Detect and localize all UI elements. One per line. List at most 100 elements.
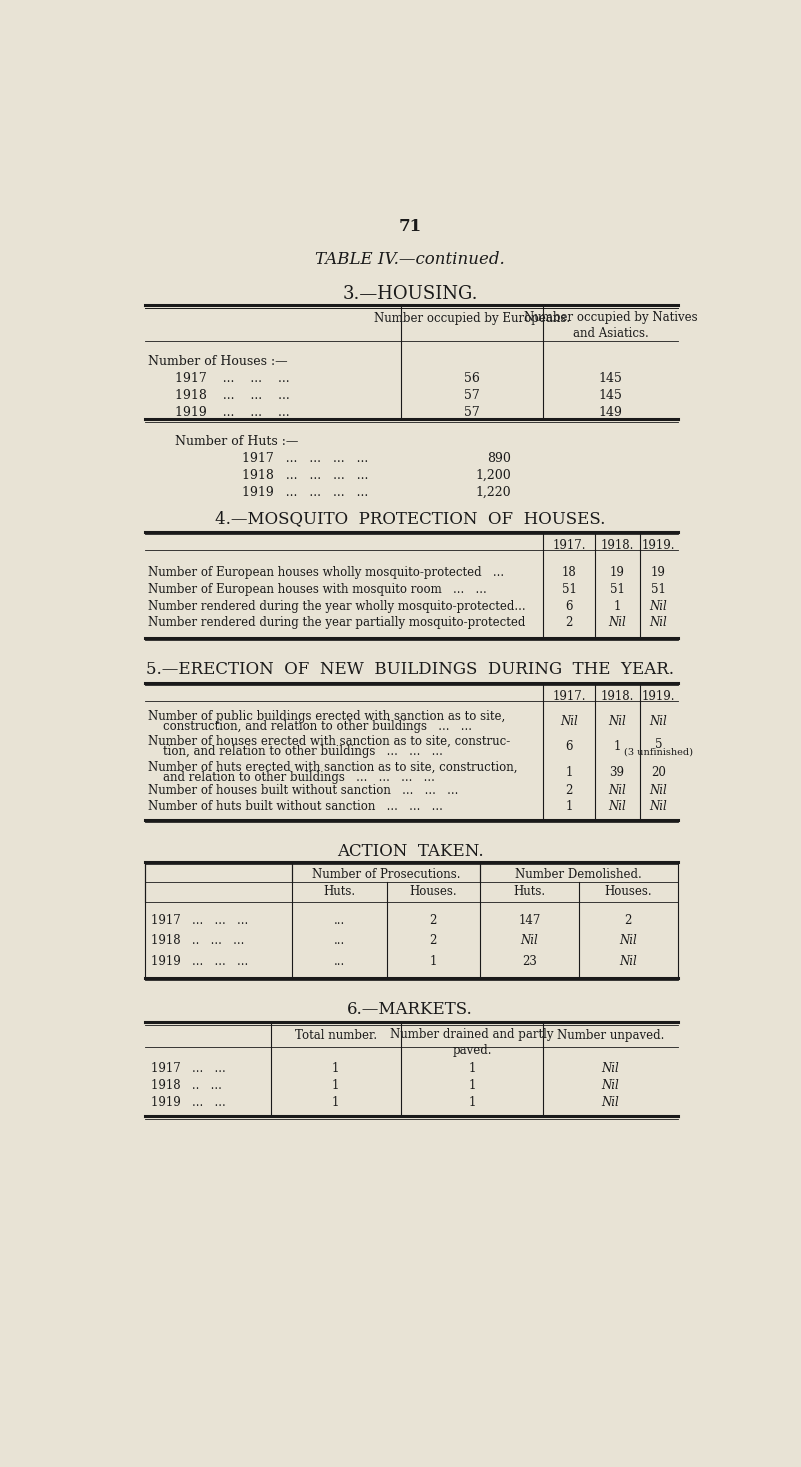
Text: 1917.: 1917. — [552, 538, 586, 552]
Text: Nil: Nil — [608, 616, 626, 629]
Text: 51: 51 — [651, 582, 666, 596]
Text: ...: ... — [334, 955, 345, 968]
Text: ACTION  TAKEN.: ACTION TAKEN. — [336, 844, 484, 860]
Text: 19: 19 — [651, 566, 666, 578]
Text: Number of Prosecutions.: Number of Prosecutions. — [312, 868, 461, 882]
Text: 1: 1 — [566, 766, 573, 779]
Text: Nil: Nil — [560, 714, 578, 728]
Text: 19: 19 — [610, 566, 625, 578]
Text: 18: 18 — [562, 566, 577, 578]
Text: Number of houses built without sanction   ...   ...   ...: Number of houses built without sanction … — [148, 785, 458, 798]
Text: 5: 5 — [654, 738, 662, 751]
Text: 56: 56 — [465, 371, 480, 384]
Text: 1919    ...    ...    ...: 1919 ... ... ... — [175, 405, 289, 418]
Text: Nil: Nil — [650, 600, 667, 613]
Text: Nil: Nil — [608, 785, 626, 798]
Text: 1918    ...    ...    ...: 1918 ... ... ... — [175, 389, 289, 402]
Text: Nil: Nil — [650, 616, 667, 629]
Text: 2: 2 — [566, 616, 573, 629]
Text: 5.—ERECTION  OF  NEW  BUILDINGS  DURING  THE  YEAR.: 5.—ERECTION OF NEW BUILDINGS DURING THE … — [146, 662, 674, 678]
Text: 1918   ..   ...   ...: 1918 .. ... ... — [151, 934, 244, 948]
Text: 6: 6 — [566, 600, 573, 613]
Text: and relation to other buildings   ...   ...   ...   ...: and relation to other buildings ... ... … — [148, 772, 435, 785]
Text: Number of European houses wholly mosquito-protected   ...: Number of European houses wholly mosquit… — [148, 566, 505, 578]
Text: Number rendered during the year partially mosquito-protected: Number rendered during the year partiall… — [148, 616, 525, 629]
Text: 1919   ...   ...   ...   ...: 1919 ... ... ... ... — [242, 486, 368, 499]
Text: 1: 1 — [332, 1096, 340, 1109]
Text: 51: 51 — [562, 582, 577, 596]
Text: 1: 1 — [332, 1062, 340, 1075]
Text: TABLE IV.—continued.: TABLE IV.—continued. — [316, 251, 505, 268]
Text: Nil: Nil — [619, 934, 637, 948]
Text: Number of huts erected with sanction as to site, construction,: Number of huts erected with sanction as … — [148, 761, 517, 775]
Text: 1: 1 — [469, 1062, 476, 1075]
Text: Number of huts built without sanction   ...   ...   ...: Number of huts built without sanction ..… — [148, 800, 443, 813]
Text: tion, and relation to other buildings   ...   ...   ...: tion, and relation to other buildings ..… — [148, 745, 443, 758]
Text: 3.—HOUSING.: 3.—HOUSING. — [342, 286, 478, 304]
Text: Huts.: Huts. — [513, 885, 545, 898]
Text: construction, and relation to other buildings   ...   ...: construction, and relation to other buil… — [148, 720, 472, 734]
Text: 1918.: 1918. — [601, 538, 634, 552]
Text: 1918.: 1918. — [601, 689, 634, 703]
Text: Nil: Nil — [602, 1096, 619, 1109]
Text: Nil: Nil — [602, 1080, 619, 1093]
Text: (3 unfinished): (3 unfinished) — [624, 747, 693, 757]
Text: 57: 57 — [465, 405, 480, 418]
Text: 71: 71 — [399, 219, 421, 235]
Text: 1: 1 — [469, 1080, 476, 1093]
Text: 147: 147 — [518, 914, 541, 927]
Text: Nil: Nil — [608, 714, 626, 728]
Text: 1,200: 1,200 — [475, 468, 511, 481]
Text: Houses.: Houses. — [605, 885, 652, 898]
Text: 1,220: 1,220 — [475, 486, 511, 499]
Text: Nil: Nil — [602, 1062, 619, 1075]
Text: Nil: Nil — [608, 800, 626, 813]
Text: 6: 6 — [566, 739, 573, 753]
Text: 1919.: 1919. — [642, 689, 675, 703]
Text: Number occupied by Natives
and Asiatics.: Number occupied by Natives and Asiatics. — [524, 311, 698, 340]
Text: 23: 23 — [522, 955, 537, 968]
Text: Number Demolished.: Number Demolished. — [515, 868, 642, 882]
Text: 1: 1 — [614, 739, 621, 753]
Text: Number drained and partly
paved.: Number drained and partly paved. — [390, 1028, 553, 1056]
Text: 1: 1 — [566, 800, 573, 813]
Text: 39: 39 — [610, 766, 625, 779]
Text: Number of public buildings erected with sanction as to site,: Number of public buildings erected with … — [148, 710, 505, 723]
Text: 2: 2 — [566, 785, 573, 798]
Text: Number of houses erected with sanction as to site, construc-: Number of houses erected with sanction a… — [148, 735, 510, 748]
Text: 1917    ...    ...    ...: 1917 ... ... ... — [175, 371, 289, 384]
Text: 1917   ...   ...   ...   ...: 1917 ... ... ... ... — [242, 452, 368, 465]
Text: Nil: Nil — [650, 714, 667, 728]
Text: 1: 1 — [469, 1096, 476, 1109]
Text: 145: 145 — [598, 371, 622, 384]
Text: Nil: Nil — [619, 955, 637, 968]
Text: 1918   ..   ...: 1918 .. ... — [151, 1080, 222, 1093]
Text: 57: 57 — [465, 389, 480, 402]
Text: Number of European houses with mosquito room   ...   ...: Number of European houses with mosquito … — [148, 582, 487, 596]
Text: 149: 149 — [598, 405, 622, 418]
Text: 1: 1 — [332, 1080, 340, 1093]
Text: ...: ... — [334, 934, 345, 948]
Text: Number unpaved.: Number unpaved. — [557, 1030, 664, 1042]
Text: 1919   ...   ...: 1919 ... ... — [151, 1096, 226, 1109]
Text: Nil: Nil — [650, 785, 667, 798]
Text: 2: 2 — [429, 934, 437, 948]
Text: 890: 890 — [487, 452, 511, 465]
Text: 1917.: 1917. — [552, 689, 586, 703]
Text: Number rendered during the year wholly mosquito-protected...: Number rendered during the year wholly m… — [148, 600, 525, 613]
Text: 1919.: 1919. — [642, 538, 675, 552]
Text: Nil: Nil — [650, 800, 667, 813]
Text: 1917   ...   ...: 1917 ... ... — [151, 1062, 226, 1075]
Text: 1918   ...   ...   ...   ...: 1918 ... ... ... ... — [242, 468, 368, 481]
Text: Huts.: Huts. — [324, 885, 356, 898]
Text: 1: 1 — [429, 955, 437, 968]
Text: 6.—MARKETS.: 6.—MARKETS. — [348, 1000, 473, 1018]
Text: 1917   ...   ...   ...: 1917 ... ... ... — [151, 914, 248, 927]
Text: Number occupied by Europeans.: Number occupied by Europeans. — [374, 312, 570, 326]
Text: Number of Huts :—: Number of Huts :— — [175, 434, 298, 447]
Text: Nil: Nil — [521, 934, 538, 948]
Text: 2: 2 — [625, 914, 632, 927]
Text: 1: 1 — [614, 600, 621, 613]
Text: 145: 145 — [598, 389, 622, 402]
Text: Total number.: Total number. — [295, 1030, 376, 1042]
